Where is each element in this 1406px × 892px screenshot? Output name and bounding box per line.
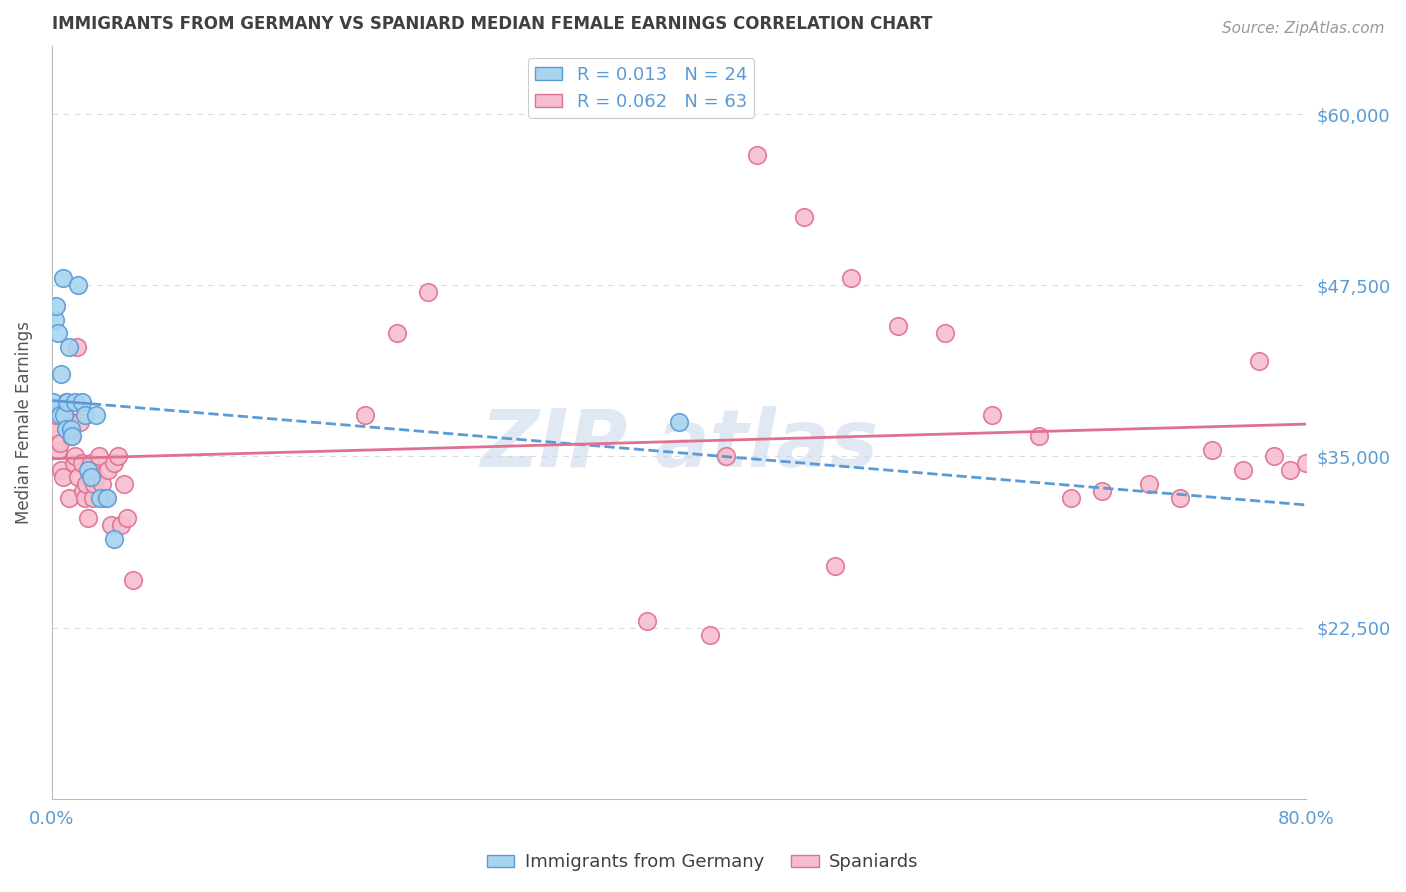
Point <box>45 299 67 313</box>
Point <box>1059 491 1081 505</box>
Point <box>824 559 846 574</box>
Point <box>87 450 110 464</box>
Point <box>53 409 76 423</box>
Point <box>66 340 89 354</box>
Point <box>76 463 98 477</box>
Point <box>934 326 956 341</box>
Legend: R = 0.013   N = 24, R = 0.062   N = 63: R = 0.013 N = 24, R = 0.062 N = 63 <box>527 59 754 118</box>
Text: IMMIGRANTS FROM GERMANY VS SPANIARD MEDIAN FEMALE EARNINGS CORRELATION CHART: IMMIGRANTS FROM GERMANY VS SPANIARD MEDI… <box>52 15 932 33</box>
Point <box>1247 353 1270 368</box>
Point <box>70 394 93 409</box>
Point <box>115 511 138 525</box>
Point <box>1091 483 1114 498</box>
Point <box>79 463 101 477</box>
Point <box>110 518 132 533</box>
Point <box>103 532 125 546</box>
Point <box>699 627 721 641</box>
Point <box>745 148 768 162</box>
Point <box>94 491 117 505</box>
Point <box>122 573 145 587</box>
Point <box>385 326 408 341</box>
Point <box>103 456 125 470</box>
Point <box>58 491 80 505</box>
Point <box>89 491 111 505</box>
Point <box>112 476 135 491</box>
Point <box>73 491 96 505</box>
Point <box>82 491 104 505</box>
Point <box>59 422 82 436</box>
Point <box>44 312 66 326</box>
Point <box>48 435 70 450</box>
Point <box>48 409 70 423</box>
Point <box>90 476 112 491</box>
Point <box>62 456 84 470</box>
Point <box>84 470 107 484</box>
Point <box>97 463 120 477</box>
Point <box>56 394 79 409</box>
Point <box>52 271 75 285</box>
Point <box>67 470 90 484</box>
Point <box>44 422 66 436</box>
Point <box>83 476 105 491</box>
Point <box>793 210 815 224</box>
Point <box>668 415 690 429</box>
Point <box>69 415 91 429</box>
Point <box>56 415 79 429</box>
Point <box>100 518 122 533</box>
Point <box>96 491 118 505</box>
Point <box>72 483 94 498</box>
Point <box>1028 429 1050 443</box>
Point <box>354 409 377 423</box>
Point <box>1295 456 1317 470</box>
Point <box>839 271 862 285</box>
Text: ZIP atlas: ZIP atlas <box>479 406 877 483</box>
Point <box>1137 476 1160 491</box>
Point <box>1263 450 1285 464</box>
Point <box>714 450 737 464</box>
Point <box>416 285 439 300</box>
Point <box>42 401 65 416</box>
Point <box>70 456 93 470</box>
Point <box>65 450 87 464</box>
Point <box>49 463 72 477</box>
Point <box>107 450 129 464</box>
Point <box>55 394 77 409</box>
Point <box>42 394 65 409</box>
Point <box>49 368 72 382</box>
Point <box>636 614 658 628</box>
Point <box>981 409 1004 423</box>
Point <box>45 409 67 423</box>
Point <box>46 326 69 341</box>
Point <box>65 394 87 409</box>
Point <box>52 470 75 484</box>
Point <box>1168 491 1191 505</box>
Point <box>73 409 96 423</box>
Point <box>1201 442 1223 457</box>
Point <box>1232 463 1254 477</box>
Point <box>46 442 69 457</box>
Point <box>80 470 103 484</box>
Y-axis label: Median Female Earnings: Median Female Earnings <box>15 321 32 524</box>
Point <box>53 409 76 423</box>
Point <box>80 456 103 470</box>
Text: Source: ZipAtlas.com: Source: ZipAtlas.com <box>1222 21 1385 36</box>
Point <box>75 476 97 491</box>
Point <box>60 415 83 429</box>
Point <box>84 409 107 423</box>
Point <box>76 511 98 525</box>
Point <box>55 422 77 436</box>
Legend: Immigrants from Germany, Spaniards: Immigrants from Germany, Spaniards <box>479 847 927 879</box>
Point <box>60 429 83 443</box>
Point <box>887 319 910 334</box>
Point <box>58 340 80 354</box>
Point <box>67 278 90 293</box>
Point <box>1278 463 1301 477</box>
Point <box>59 429 82 443</box>
